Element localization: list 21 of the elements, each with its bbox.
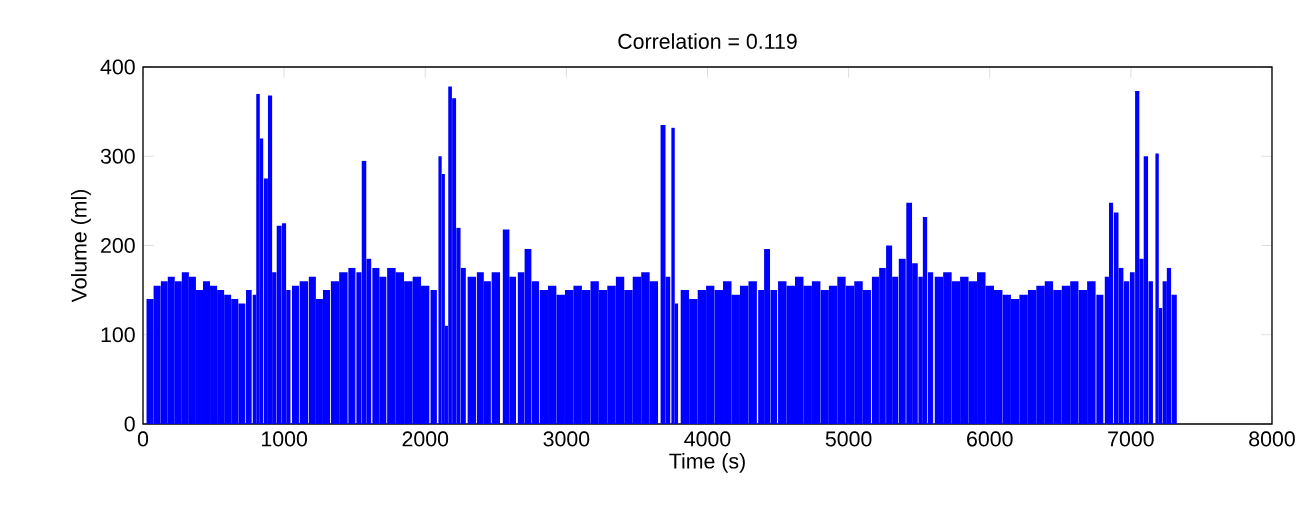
y-tick-label: 0 xyxy=(124,416,135,432)
bar xyxy=(660,125,666,424)
x-tick-label: 1000 xyxy=(262,431,307,447)
x-tick-label: 5000 xyxy=(825,431,872,447)
y-tick-label: 200 xyxy=(101,237,135,254)
x-tick-label: 4000 xyxy=(684,431,731,447)
x-tick-label: 7000 xyxy=(1108,431,1154,447)
y-tick-label: 300 xyxy=(100,148,135,164)
y-tick-label: 100 xyxy=(101,327,135,343)
y-tick-label: 400 xyxy=(100,59,135,75)
bar xyxy=(276,225,282,424)
y-axis-title: Volume (ml) xyxy=(71,189,91,303)
x-tick-label: 6000 xyxy=(967,431,1013,447)
chart-title: Correlation = 0.119 xyxy=(618,33,797,49)
x-tick-label: 3000 xyxy=(543,431,590,447)
bar xyxy=(1108,202,1114,424)
bar xyxy=(267,95,273,424)
x-tick-label: 2000 xyxy=(402,431,449,447)
x-axis-title: Time (s) xyxy=(669,452,745,473)
x-tick-label: 8000 xyxy=(1249,431,1295,447)
x-tick-label: 0 xyxy=(137,431,149,447)
